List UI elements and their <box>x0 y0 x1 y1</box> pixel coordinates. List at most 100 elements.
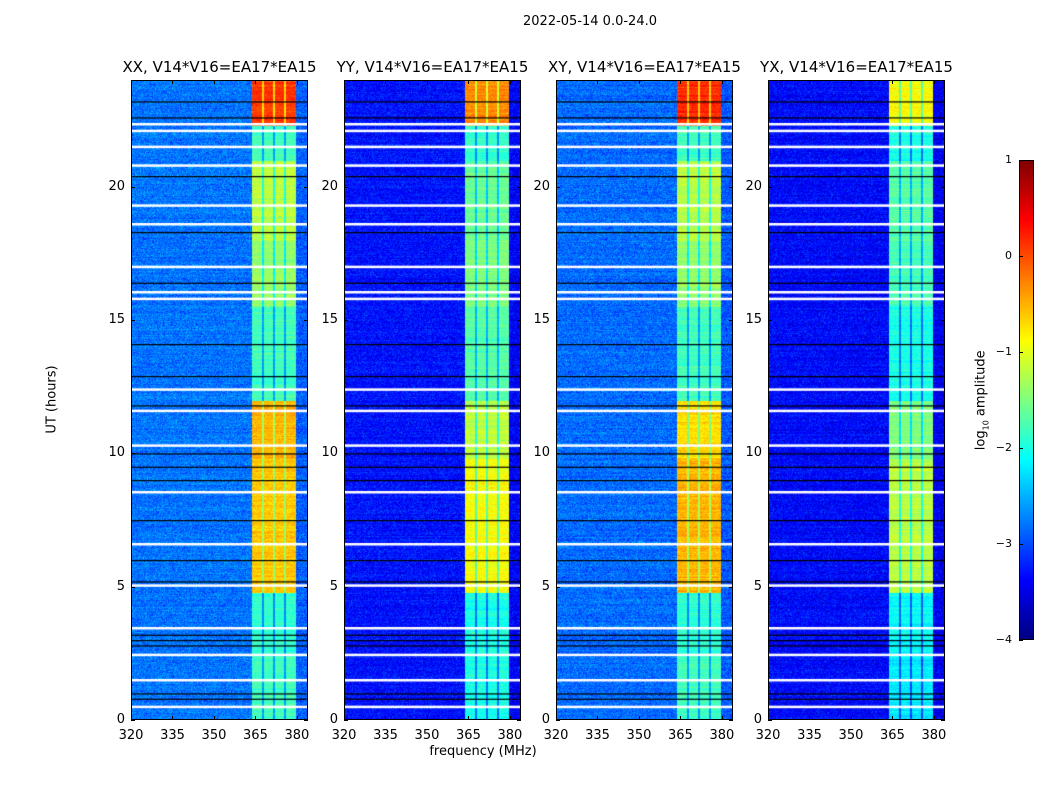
colorbar-gradient <box>1019 160 1034 640</box>
x-tick-mark <box>213 80 215 84</box>
y-tick-mark <box>729 586 733 588</box>
x-tick-mark <box>468 716 470 720</box>
y-tick-mark <box>304 453 308 455</box>
y-tick-mark <box>941 720 945 721</box>
y-tick-mark <box>941 586 945 588</box>
x-tick-mark <box>385 716 387 720</box>
x-tick-mark <box>426 80 428 84</box>
x-tick-label: 380 <box>497 728 523 743</box>
x-tick-label: 320 <box>331 728 357 743</box>
y-tick-mark <box>304 586 308 588</box>
x-tick-mark <box>933 716 935 720</box>
x-tick-mark <box>680 716 682 720</box>
x-tick-mark <box>172 80 174 84</box>
y-tick-mark <box>517 586 521 588</box>
y-tick-mark <box>941 320 945 321</box>
x-tick-mark <box>255 716 257 720</box>
y-tick-mark <box>729 720 733 721</box>
y-tick-mark <box>304 186 308 188</box>
y-tick-mark <box>768 586 772 588</box>
colorbar-label: log10 amplitude <box>973 350 991 451</box>
y-tick-mark <box>556 586 560 588</box>
y-tick-label: 10 <box>321 445 338 461</box>
x-tick-mark <box>892 716 894 720</box>
y-tick-mark <box>344 186 348 188</box>
y-tick-label: 0 <box>329 712 338 727</box>
x-tick-mark <box>638 716 640 720</box>
y-tick-label: 20 <box>108 178 125 194</box>
panel-title: YY, V14*V16=EA17*EA15 <box>336 58 529 76</box>
y-tick-mark <box>729 320 733 321</box>
x-tick-label: 320 <box>118 728 144 743</box>
x-tick-mark <box>680 80 682 84</box>
x-tick-label: 365 <box>243 728 268 743</box>
x-tick-mark <box>597 80 599 84</box>
heatmap-image <box>131 80 308 720</box>
colorbar-tick-mark <box>1019 352 1023 353</box>
x-tick-mark <box>255 80 257 84</box>
y-tick-mark <box>344 720 348 721</box>
y-tick-mark <box>729 186 733 188</box>
colorbar-tick-label: −2 <box>995 441 1012 454</box>
y-tick-label: 10 <box>108 445 125 461</box>
y-tick-mark <box>517 186 521 188</box>
y-tick-mark <box>556 453 560 455</box>
x-tick-mark <box>768 80 769 84</box>
x-tick-mark <box>385 80 387 84</box>
x-tick-mark <box>850 80 852 84</box>
x-tick-label: 335 <box>585 728 610 743</box>
y-tick-mark <box>304 720 308 721</box>
y-tick-mark <box>768 720 772 721</box>
x-tick-mark <box>426 716 428 720</box>
waterfall-panel-3: YX, V14*V16=EA17*EA15 320 335 350 365 380 0 5 10… <box>745 58 952 743</box>
colorbar-tick-mark <box>1019 256 1023 257</box>
x-tick-mark <box>172 716 174 720</box>
y-tick-mark <box>131 720 135 721</box>
x-tick-label: 335 <box>373 728 398 743</box>
y-tick-label: 20 <box>533 178 550 194</box>
y-tick-label: 15 <box>108 312 125 327</box>
x-tick-mark <box>556 716 557 720</box>
colorbar: 1 0 −1 −2 −3 −4 <box>996 153 1034 646</box>
x-tick-mark <box>131 80 132 84</box>
panel-frame <box>768 80 945 720</box>
x-tick-label: 350 <box>414 728 440 743</box>
y-tick-label: 5 <box>753 578 762 594</box>
y-tick-label: 10 <box>533 445 550 461</box>
y-tick-mark <box>768 320 772 321</box>
y-tick-mark <box>304 320 308 321</box>
x-tick-mark <box>892 80 894 84</box>
x-tick-label: 365 <box>456 728 481 743</box>
colorbar-tick-label: −1 <box>995 345 1012 358</box>
x-tick-mark <box>556 80 557 84</box>
y-tick-mark <box>131 320 135 321</box>
y-axis-label: UT (hours) <box>44 365 60 434</box>
colorbar-tick-mark <box>1019 544 1023 545</box>
x-tick-mark <box>468 80 470 84</box>
y-tick-mark <box>941 186 945 188</box>
x-tick-label: 320 <box>543 728 569 743</box>
x-tick-mark <box>638 80 640 84</box>
y-tick-label: 15 <box>321 312 338 327</box>
x-tick-mark <box>509 716 511 720</box>
panel-title: XX, V14*V16=EA17*EA15 <box>122 58 317 76</box>
x-tick-mark <box>344 716 345 720</box>
y-tick-label: 5 <box>329 578 338 594</box>
y-tick-label: 0 <box>753 712 762 727</box>
panel-title: YX, V14*V16=EA17*EA15 <box>760 58 953 76</box>
x-tick-label: 350 <box>201 728 227 743</box>
x-tick-mark <box>296 716 298 720</box>
colorbar-tick-label: 1 <box>1005 153 1012 166</box>
heatmap-image <box>768 80 945 720</box>
y-tick-label: 10 <box>745 445 762 461</box>
x-tick-mark <box>597 716 599 720</box>
x-tick-label: 335 <box>160 728 185 743</box>
y-tick-mark <box>517 720 521 721</box>
x-tick-mark <box>131 716 132 720</box>
x-tick-mark <box>296 80 298 84</box>
y-tick-label: 15 <box>745 312 762 327</box>
colorbar-tick-mark <box>1019 448 1023 449</box>
y-tick-mark <box>344 453 348 455</box>
y-tick-mark <box>729 453 733 455</box>
